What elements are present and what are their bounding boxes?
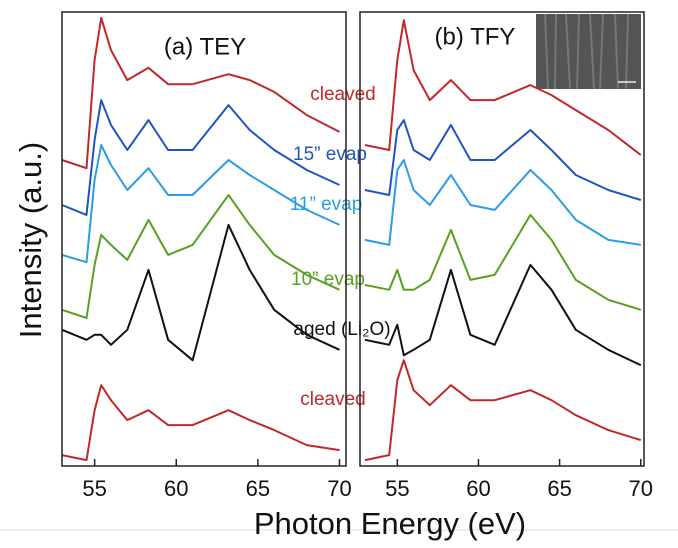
x-tick-label: 60: [164, 476, 188, 501]
panel-title: (a) TEY: [164, 33, 246, 60]
x-tick-label: 65: [547, 476, 571, 501]
x-tick-label: 55: [385, 476, 409, 501]
x-tick-label: 70: [327, 476, 351, 501]
x-axis-label: Photon Energy (eV): [254, 506, 526, 541]
spectrum-line: [61, 223, 340, 362]
spectrum-line: [364, 263, 642, 367]
spectrum-line: [364, 213, 642, 311]
plot-frame: [61, 11, 347, 467]
y-axis-label: Intensity (a.u.): [13, 142, 48, 338]
x-tick-label: 60: [466, 476, 490, 501]
spectrum-line: [61, 144, 340, 264]
panel-title: (b) TFY: [435, 23, 516, 50]
spectrum-line: [364, 119, 642, 201]
series-label: 11” evap: [290, 194, 363, 215]
plot-frame: [359, 11, 645, 467]
inset-image: [536, 13, 641, 90]
series-label: 15” evap: [293, 144, 367, 165]
spectrum-line: [61, 99, 340, 216]
spectrum-line: [364, 159, 641, 246]
series-label: aged (Li₂O): [293, 319, 390, 340]
series-label: cleaved: [300, 389, 366, 410]
x-tick-label: 70: [629, 476, 653, 501]
spectrum-line: [61, 384, 340, 462]
spectrum-line: [364, 359, 642, 462]
spectrum-line: [61, 16, 340, 170]
x-tick-label: 55: [82, 476, 106, 501]
x-tick-label: 65: [246, 476, 270, 501]
series-label: 10” evap: [291, 269, 365, 290]
spectrum-line: [61, 194, 340, 319]
series-label: cleaved: [310, 84, 376, 105]
spectrum-line: [364, 19, 642, 156]
